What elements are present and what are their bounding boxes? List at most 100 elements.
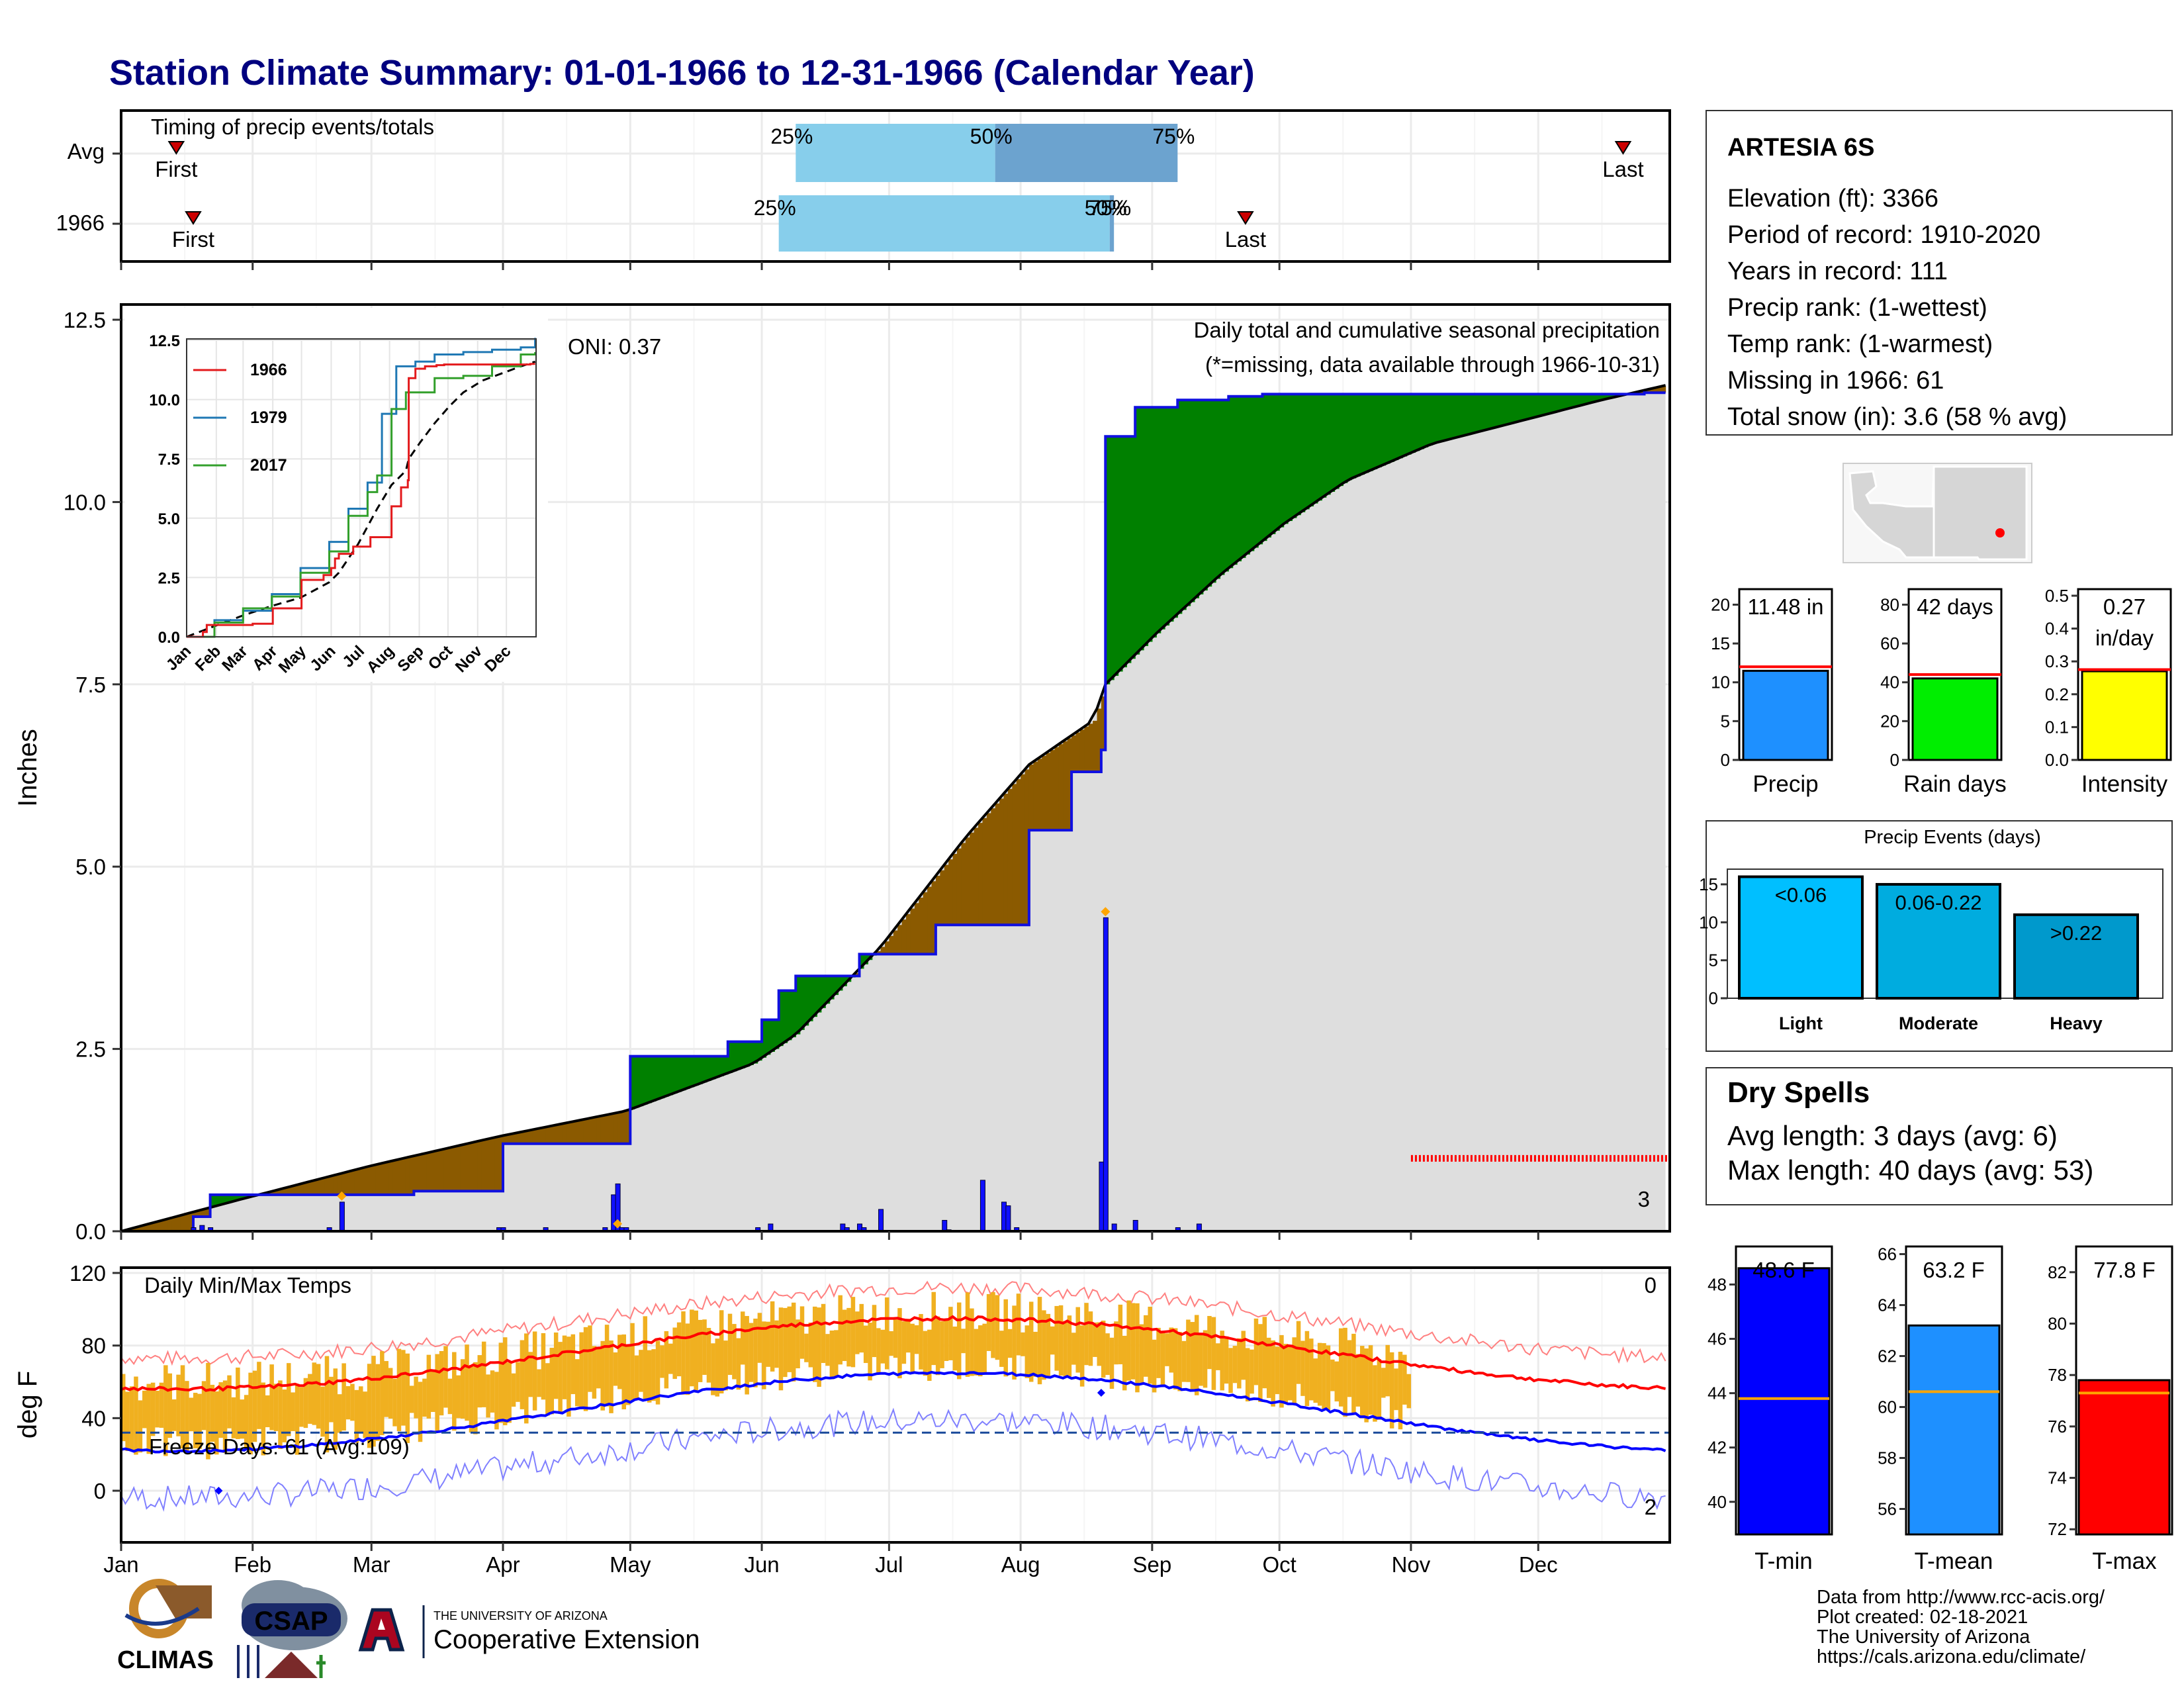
daily-temp-bar xyxy=(1389,1352,1394,1429)
station-location-marker xyxy=(1995,528,2005,538)
ua-name: THE UNIVERSITY OF ARIZONA xyxy=(433,1609,608,1622)
daily-temp-bar xyxy=(435,1354,439,1432)
daily-temp-bar xyxy=(257,1362,261,1429)
surplus-fill xyxy=(694,1056,699,1086)
surplus-fill xyxy=(1211,400,1216,583)
surplus-fill xyxy=(1533,394,1539,418)
daily-temp-bar xyxy=(541,1333,546,1400)
daily-temp-bar xyxy=(507,1362,512,1423)
surplus-fill xyxy=(1551,394,1556,414)
inset-legend-label: 1966 xyxy=(250,361,287,379)
daily-temp-bar xyxy=(125,1391,130,1452)
inset-legend-label: 1979 xyxy=(250,408,287,427)
deficit-fill xyxy=(621,1111,627,1144)
daily-temp-bar xyxy=(935,1316,940,1376)
station-name: ARTESIA 6S xyxy=(1727,134,1874,162)
deficit-fill xyxy=(324,1178,330,1195)
daily-temp-bar xyxy=(1313,1358,1318,1403)
surplus-fill xyxy=(690,1056,695,1088)
summary-bar-label: Intensity xyxy=(2081,771,2168,797)
daily-temp-bar xyxy=(804,1333,809,1362)
daily-temp-bar xyxy=(481,1341,486,1407)
surplus-fill xyxy=(1466,394,1471,436)
csap-logo-text: CSAP xyxy=(254,1607,328,1636)
surplus-fill xyxy=(1517,394,1522,422)
summary-bar-2 xyxy=(2081,670,2168,761)
summary-ytick-label: 0.4 xyxy=(2045,619,2069,639)
deficit-fill xyxy=(1003,794,1009,925)
surplus-fill xyxy=(1589,394,1594,404)
deficit-fill xyxy=(201,1209,206,1217)
daily-temp-bar xyxy=(791,1302,796,1382)
deficit-fill xyxy=(570,1121,576,1144)
daily-temp-bar xyxy=(583,1327,588,1411)
daily-temp-bar xyxy=(596,1346,601,1389)
daily-temp-bar xyxy=(834,1330,839,1378)
summary-bar-value: 0.27 xyxy=(2103,594,2146,619)
daily-temp-bar xyxy=(248,1372,253,1455)
surplus-fill xyxy=(719,1056,724,1076)
timing-pct-50: 50% xyxy=(1085,196,1127,220)
deficit-fill xyxy=(592,1117,597,1144)
daily-temp-bar xyxy=(897,1308,902,1379)
daily-temp-bar xyxy=(1042,1310,1046,1380)
daily-temp-bar xyxy=(477,1355,482,1408)
daily-temp-bar xyxy=(498,1342,504,1423)
daily-temp-bar xyxy=(1148,1307,1152,1384)
surplus-fill xyxy=(1322,394,1327,498)
daily-temp-bar xyxy=(893,1319,898,1358)
surplus-fill xyxy=(745,1041,750,1067)
daily-temp-bar xyxy=(1275,1346,1280,1395)
daily-temp-bar xyxy=(201,1381,206,1430)
daily-temp-bar xyxy=(1258,1324,1263,1402)
surplus-fill xyxy=(1330,394,1336,492)
page-title: Station Climate Summary: 01-01-1966 to 1… xyxy=(109,53,1255,93)
daily-temp-bar xyxy=(762,1321,766,1389)
daily-temp-bar xyxy=(880,1329,886,1364)
deficit-fill xyxy=(897,925,903,955)
surplus-fill xyxy=(791,990,796,1037)
events-bar-range: <0.06 xyxy=(1775,883,1827,906)
deficit-fill xyxy=(507,1135,512,1144)
daily-temp-bar xyxy=(1046,1313,1051,1376)
deficit-fill xyxy=(189,1213,194,1231)
summary-bar-0 xyxy=(1742,669,1829,761)
daily-temp-bar xyxy=(927,1329,932,1381)
station-info-line: Temp rank: (1-warmest) xyxy=(1727,330,1993,358)
daily-temp-bar xyxy=(392,1378,397,1427)
daily-temp-bar xyxy=(732,1324,737,1380)
daily-temp-bar xyxy=(570,1334,576,1395)
deficit-fill xyxy=(974,827,979,925)
daily-temp-bar xyxy=(1317,1342,1322,1406)
deficit-fill xyxy=(940,870,945,925)
daily-temp-bar xyxy=(299,1387,304,1427)
surplus-fill xyxy=(210,1194,215,1208)
inset-ytick-label: 7.5 xyxy=(158,451,180,469)
daily-temp-bar xyxy=(146,1383,151,1454)
surplus-fill xyxy=(749,1041,754,1066)
deficit-fill xyxy=(956,848,962,925)
surplus-fill xyxy=(812,976,817,1017)
daily-temp-bar xyxy=(121,1374,126,1442)
deficit-fill xyxy=(1640,391,1645,395)
surplus-fill xyxy=(1377,394,1382,468)
surplus-fill xyxy=(1304,394,1310,510)
surplus-fill xyxy=(1355,394,1361,477)
record-low-line xyxy=(120,1407,1666,1512)
deficit-fill xyxy=(532,1129,537,1144)
deficit-fill xyxy=(574,1121,580,1144)
deficit-fill xyxy=(1653,388,1658,393)
daily-temp-bar xyxy=(214,1391,219,1455)
deficit-fill xyxy=(193,1211,198,1217)
deficit-fill xyxy=(931,881,936,955)
temp-bar-ytick-label: 64 xyxy=(1878,1295,1897,1315)
deficit-fill xyxy=(617,1112,623,1144)
deficit-fill xyxy=(991,808,996,925)
daily-temp-bar xyxy=(838,1295,842,1365)
temp-ytick-label: 80 xyxy=(81,1334,106,1358)
dry-title: Dry Spells xyxy=(1727,1076,1870,1109)
daily-temp-bar xyxy=(363,1391,367,1438)
surplus-fill xyxy=(1253,396,1259,548)
deficit-fill xyxy=(329,1176,334,1195)
